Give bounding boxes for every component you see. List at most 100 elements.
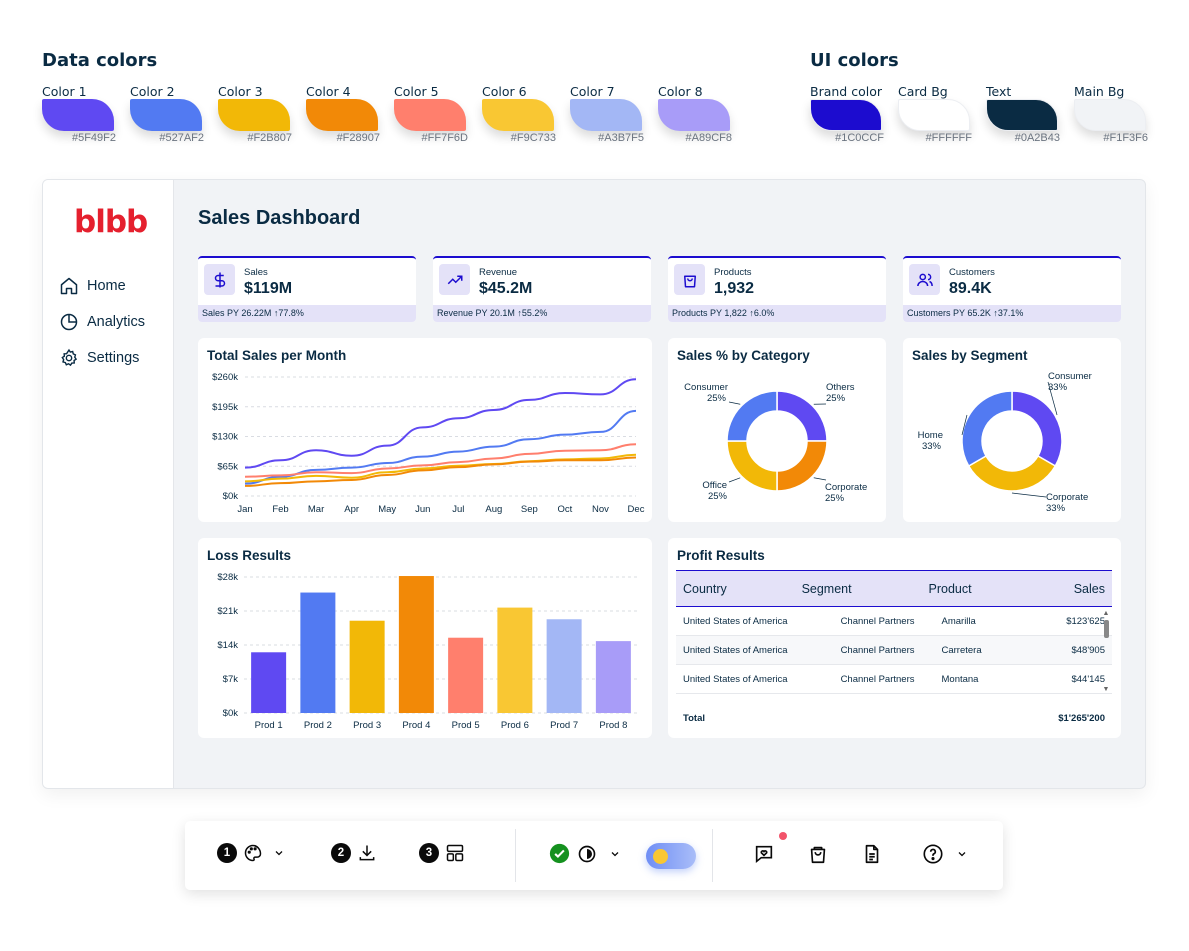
slice-label: Home xyxy=(918,430,943,441)
bar xyxy=(398,576,434,713)
kpi-value: $45.2M xyxy=(479,280,533,297)
swatch-label: Color 7 xyxy=(570,84,615,99)
color-swatch[interactable]: Color 1 #5F49F2 xyxy=(42,84,130,148)
column-header-segment[interactable]: Segment xyxy=(794,570,922,607)
table-row[interactable]: United States of America Channel Partner… xyxy=(676,635,1112,665)
kpi-label: Sales xyxy=(244,267,268,278)
swatch-label: Main Bg xyxy=(1074,84,1125,99)
x-tick-label: Prod 2 xyxy=(304,720,332,731)
leader-line xyxy=(1047,381,1058,416)
gear-icon xyxy=(61,348,78,367)
chevron-down-icon[interactable] xyxy=(609,848,621,860)
download-button[interactable]: 2 xyxy=(331,843,377,863)
color-swatch[interactable]: Color 5 #FF7F6D xyxy=(394,84,482,148)
chevron-down-icon[interactable] xyxy=(273,847,285,859)
sidebar-item-home[interactable]: Home xyxy=(59,276,126,296)
bar xyxy=(546,619,582,713)
kpi-label: Products xyxy=(714,267,752,278)
palette-icon xyxy=(244,844,262,862)
cell-segment: Channel Partners xyxy=(794,635,922,665)
leader-line xyxy=(813,477,827,481)
column-header-country[interactable]: Country xyxy=(676,570,795,607)
step-badge: 1 xyxy=(217,843,237,863)
theme-button[interactable]: 1 xyxy=(217,843,285,863)
swatch-chip xyxy=(810,99,882,131)
document-icon xyxy=(865,844,879,864)
color-swatch[interactable]: Color 7 #A3B7F5 xyxy=(570,84,658,148)
x-tick-label: Oct xyxy=(558,504,573,515)
profit-table-card: Profit Results Country Segment Product S… xyxy=(668,538,1121,738)
brand-logo[interactable]: blbb xyxy=(74,204,148,240)
dashboard-app: blbb Home Analytics Settings Sales Dashb… xyxy=(42,179,1146,789)
slice-label: Corporate xyxy=(1046,492,1088,503)
x-tick-label: May xyxy=(378,504,396,515)
pie-slice xyxy=(776,440,828,492)
chart-title: Total Sales per Month xyxy=(207,348,347,363)
swatch-chip xyxy=(306,99,378,131)
swatch-hex: #A89CF8 xyxy=(685,132,732,144)
swatch-chip xyxy=(130,99,202,131)
slice-label: Office xyxy=(702,480,727,491)
leader-line xyxy=(961,414,968,436)
slice-percent: 25% xyxy=(825,493,845,504)
swatch-hex: #1C0CCF xyxy=(835,132,884,144)
color-swatch[interactable]: Main Bg #F1F3F6 xyxy=(1074,84,1162,148)
documentation-button[interactable] xyxy=(861,843,883,865)
feedback-button[interactable] xyxy=(753,832,787,865)
y-tick-label: $130k xyxy=(212,432,238,443)
theme-toggle[interactable] xyxy=(646,843,696,869)
color-swatch[interactable]: Text #0A2B43 xyxy=(986,84,1074,148)
status-contrast-group[interactable] xyxy=(549,843,621,864)
help-button[interactable] xyxy=(922,843,968,865)
x-tick-label: Mar xyxy=(308,504,324,515)
kpi-card-customers[interactable]: Customers 89.4K Customers PY 65.2K ↑37.1… xyxy=(903,256,1121,322)
color-swatch[interactable]: Card Bg #FFFFFF xyxy=(898,84,986,148)
x-tick-label: Nov xyxy=(592,504,609,515)
color-swatch[interactable]: Color 2 #527AF2 xyxy=(130,84,218,148)
scroll-down-arrow[interactable]: ▼ xyxy=(1102,686,1110,693)
notification-dot xyxy=(779,832,787,840)
slice-percent: 33% xyxy=(1048,382,1068,393)
kpi-card-sales[interactable]: Sales $119M Sales PY 26.22M ↑77.8% xyxy=(198,256,416,322)
swatch-hex: #5F49F2 xyxy=(71,132,116,144)
total-label: Total xyxy=(683,713,705,725)
color-swatch[interactable]: Color 6 #F9C733 xyxy=(482,84,570,148)
swatch-chip xyxy=(394,99,466,131)
swatch-chip xyxy=(42,99,114,131)
contrast-icon[interactable] xyxy=(577,844,597,864)
swatch-chip xyxy=(658,99,730,131)
swatch-label: Color 1 xyxy=(42,84,87,99)
x-tick-label: Jul xyxy=(452,504,464,515)
column-header-product[interactable]: Product xyxy=(921,570,1032,607)
slice-percent: 25% xyxy=(708,491,728,502)
step-badge: 2 xyxy=(331,843,351,863)
chevron-down-icon[interactable] xyxy=(956,848,968,860)
kpi-card-revenue[interactable]: Revenue $45.2M Revenue PY 20.1M ↑55.2% xyxy=(433,256,651,322)
scroll-thumb[interactable] xyxy=(1103,620,1109,638)
cell-country: United States of America xyxy=(676,664,795,694)
column-header-sales[interactable]: Sales xyxy=(1031,570,1112,607)
shop-button[interactable] xyxy=(807,843,829,865)
sidebar-item-analytics[interactable]: Analytics xyxy=(59,312,145,332)
sidebar-item-settings[interactable]: Settings xyxy=(59,348,139,368)
y-tick-label: $28k xyxy=(217,572,238,583)
ui-color-swatches: Brand color #1C0CCF Card Bg #FFFFFF Text #0A2… xyxy=(810,84,1162,148)
x-tick-label: Feb xyxy=(272,504,288,515)
layout-button[interactable]: 3 xyxy=(419,843,465,863)
cell-segment: Channel Partners xyxy=(794,606,922,636)
color-swatch[interactable]: Color 8 #A89CF8 xyxy=(658,84,746,148)
scroll-up-arrow[interactable]: ▲ xyxy=(1102,610,1110,617)
home-icon xyxy=(60,277,78,295)
table-row[interactable]: United States of America Channel Partner… xyxy=(676,664,1112,694)
color-swatch[interactable]: Color 4 #F28907 xyxy=(306,84,394,148)
kpi-card-products[interactable]: Products 1,932 Products PY 1,822 ↑6.0% xyxy=(668,256,886,322)
swatch-label: Color 6 xyxy=(482,84,527,99)
table-row[interactable]: United States of America Channel Partner… xyxy=(676,606,1112,636)
slice-label: Corporate xyxy=(825,482,867,493)
table-scrollbar[interactable]: ▲ ▼ xyxy=(1102,610,1110,694)
x-tick-label: Prod 3 xyxy=(353,720,381,731)
color-swatch[interactable]: Color 3 #F2B807 xyxy=(218,84,306,148)
help-icon xyxy=(923,844,943,864)
color-swatch[interactable]: Brand color #1C0CCF xyxy=(810,84,898,148)
sidebar-item-label: Settings xyxy=(87,350,140,366)
